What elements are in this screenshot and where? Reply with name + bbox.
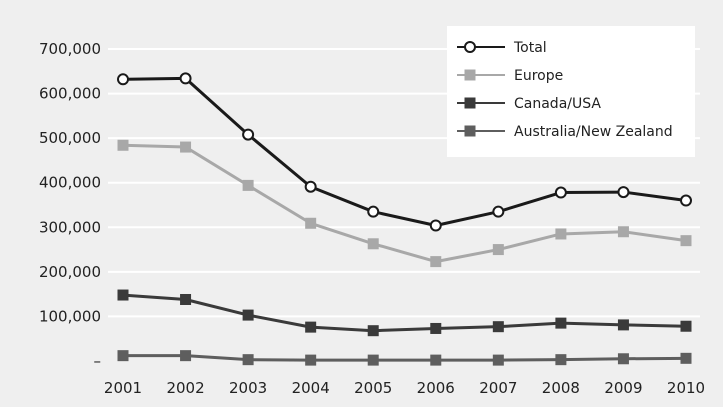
x-tick-label: 2006 — [417, 379, 455, 397]
y-tick-label: 500,000 — [39, 129, 101, 147]
legend-label: Europe — [514, 68, 563, 84]
data-point — [680, 352, 692, 364]
y-tick-label: 100,000 — [39, 307, 101, 325]
legend-marker — [464, 97, 476, 109]
series-lines — [117, 72, 692, 366]
data-point — [367, 354, 379, 366]
data-point — [617, 186, 630, 199]
x-tick-label: 2003 — [229, 379, 267, 397]
data-point — [242, 354, 254, 366]
series-total — [117, 72, 692, 232]
y-axis-tick-labels: – 100,000 200,000 300,000 400,000 500,000 600,… — [39, 40, 101, 370]
legend-marker — [464, 125, 476, 137]
x-tick-label: 2007 — [479, 379, 517, 397]
data-point — [367, 325, 379, 337]
data-point — [429, 219, 442, 232]
data-point — [680, 194, 692, 207]
data-point — [305, 217, 317, 229]
data-point — [555, 317, 567, 329]
legend-entry: Canada/USA — [457, 96, 601, 112]
series-canada-usa — [117, 289, 692, 337]
data-point — [180, 141, 192, 153]
data-point — [117, 289, 129, 301]
data-point — [492, 354, 504, 366]
data-point — [492, 205, 505, 218]
y-tick-label: – — [94, 352, 102, 370]
data-point — [430, 322, 442, 334]
series-line — [122, 76, 687, 228]
data-point — [242, 128, 255, 141]
data-point — [617, 226, 629, 238]
data-point — [430, 354, 442, 366]
data-point — [617, 353, 629, 365]
data-point — [492, 321, 504, 333]
data-point — [305, 321, 317, 333]
x-tick-label: 2010 — [667, 379, 705, 397]
legend-entry: Australia/New Zealand — [457, 124, 673, 140]
x-axis-tick-labels: 2001 2002 2003 2004 2005 2006 2007 2008 2009 2010 — [104, 379, 705, 397]
data-point — [117, 139, 129, 151]
data-point — [179, 72, 192, 85]
y-tick-label: 300,000 — [39, 218, 101, 236]
legend-entry: Total — [457, 40, 547, 56]
x-tick-label: 2009 — [604, 379, 642, 397]
data-point — [117, 350, 129, 362]
data-point — [242, 179, 254, 191]
legend-marker — [464, 41, 476, 53]
series-australia-new-zealand — [117, 350, 692, 366]
x-tick-label: 2002 — [166, 379, 204, 397]
data-point — [492, 244, 504, 256]
data-point — [367, 205, 380, 218]
data-point — [117, 73, 129, 86]
data-point — [304, 180, 317, 193]
y-tick-label: 700,000 — [39, 40, 101, 58]
data-point — [617, 319, 629, 331]
data-point — [305, 354, 317, 366]
series-line — [122, 293, 687, 333]
data-point — [367, 238, 379, 250]
data-point — [554, 186, 567, 199]
legend-marker — [464, 69, 476, 81]
x-tick-label: 2005 — [354, 379, 392, 397]
data-point — [180, 293, 192, 305]
series-line — [122, 143, 687, 264]
series-line — [123, 354, 687, 362]
y-tick-label: 600,000 — [39, 85, 101, 103]
data-point — [555, 354, 567, 366]
data-point — [430, 256, 442, 268]
y-tick-label: 400,000 — [39, 174, 101, 192]
legend-label: Total — [513, 40, 547, 56]
y-tick-label: 200,000 — [39, 263, 101, 281]
data-point — [242, 309, 254, 321]
x-tick-label: 2008 — [542, 379, 580, 397]
data-point — [180, 350, 192, 362]
x-tick-label: 2004 — [292, 379, 330, 397]
legend-label: Australia/New Zealand — [514, 124, 673, 140]
data-point — [555, 228, 567, 240]
legend: Total Europe Canada/USA Australia/New Zeala… — [447, 26, 695, 157]
legend-label: Canada/USA — [514, 96, 601, 112]
legend-entry: Europe — [457, 68, 563, 84]
data-point — [680, 320, 692, 332]
x-tick-label: 2001 — [104, 379, 142, 397]
data-point — [680, 235, 692, 247]
series-europe — [117, 139, 692, 268]
